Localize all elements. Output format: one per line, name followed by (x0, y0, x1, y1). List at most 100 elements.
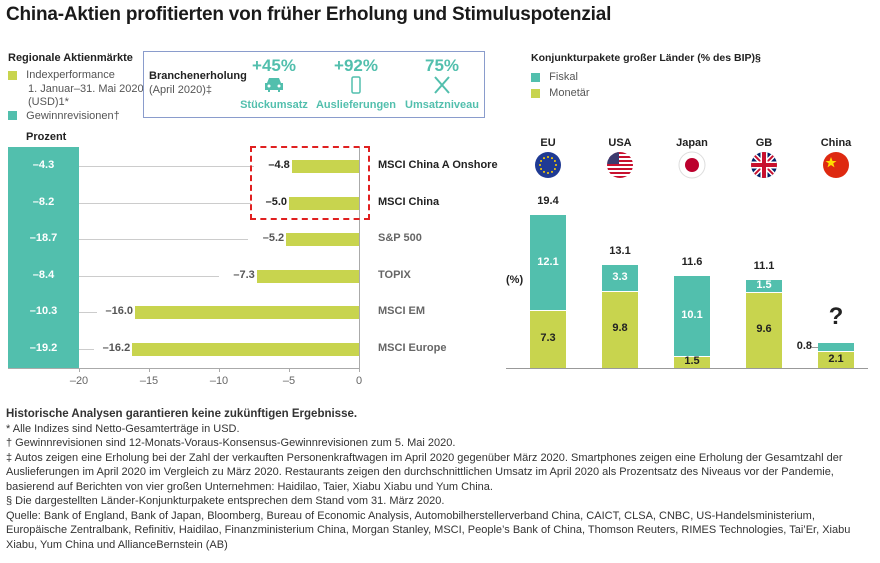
gridline (79, 202, 251, 204)
recovery-box: Branchenerholung (April 2020)‡ +45% Stüc… (143, 51, 485, 118)
index-value: –16.2 (102, 341, 131, 354)
monetary-value: 2.1 (828, 352, 844, 365)
fiscal-value: 0.8 (796, 340, 812, 353)
index-name: S&P 500 (378, 232, 422, 244)
stat-value: +92% (334, 56, 378, 75)
car-icon (265, 78, 283, 92)
legend-sub2: (USD)1* (28, 96, 69, 108)
index-bar (256, 269, 359, 283)
index-value: –4.8 (268, 159, 290, 171)
legend-label-index: Indexperformance (26, 69, 115, 81)
revision-value: –19.2 (29, 341, 58, 354)
fiscal-bar (674, 276, 710, 356)
total-value: 11.1 (753, 260, 775, 273)
revision-value: –18.7 (29, 232, 58, 244)
uk-flag-icon (750, 151, 778, 179)
stat-cars: +45% Stückumsatz (234, 56, 314, 111)
fiscal-value: 1.5 (756, 279, 772, 292)
monetary-bar (530, 310, 566, 368)
country-label: EU (540, 137, 556, 149)
disclaimer: Historische Analysen garantieren keine z… (6, 408, 358, 420)
index-bar (132, 342, 359, 356)
x-axis (8, 368, 360, 369)
stat-label: Stückumsatz (240, 99, 308, 111)
usa-flag-icon (606, 151, 634, 179)
total-value: 13.1 (609, 244, 631, 257)
legend-swatch-revisions (8, 111, 17, 121)
fork-knife-icon (434, 76, 450, 94)
revisions-column (8, 147, 79, 368)
country-label: Japan (676, 137, 708, 149)
legend-swatch-fiskal (531, 72, 540, 82)
index-name: MSCI EM (378, 305, 426, 317)
monetary-bar (602, 290, 638, 368)
y-label: (%) (506, 274, 524, 286)
stimulus-title: Konjunkturpakete großer Länder (% des BI… (531, 52, 761, 64)
monetary-value: 7.3 (540, 332, 556, 345)
revision-value: –8.2 (32, 195, 55, 208)
legend-label-revisions: Gewinnrevisionen† (26, 109, 120, 122)
stat-restaurants: 75% Umsatzniveau (402, 56, 482, 111)
x-tick-label: –10 (209, 375, 229, 387)
fiscal-value: 3.3 (612, 270, 628, 283)
x-tick-label: –15 (139, 375, 159, 387)
legend-sub: 1. Januar–31. Mai 2020 (28, 82, 144, 95)
index-bar (291, 160, 359, 173)
monetary-value: 9.8 (612, 322, 628, 335)
smartphone-icon (351, 76, 361, 94)
monetary-bar (674, 356, 710, 368)
monetary-bar (746, 292, 782, 368)
monetary-bar (818, 351, 854, 368)
footnote: ‡ Autos zeigen eine Erholung bei der Zah… (6, 451, 843, 493)
index-name: MSCI China A Onshore (378, 159, 498, 171)
legend-swatch-monetaer (531, 88, 540, 98)
gridline (79, 275, 219, 277)
legend-label-monetaer: Monetär (549, 87, 590, 99)
baseline (506, 368, 868, 369)
fiscal-bar (746, 280, 782, 293)
index-value: –5.2 (262, 232, 285, 244)
index-name: TOPIX (378, 268, 411, 281)
left-legend: Indexperformance 1. Januar–31. Mai 2020 … (8, 69, 144, 123)
x-tick (359, 368, 360, 372)
gridline (79, 348, 95, 350)
legend-swatch-index (8, 70, 17, 80)
fiscal-bar (818, 343, 854, 352)
x-tick (219, 368, 220, 372)
recovery-sub: (April 2020)‡ (149, 84, 212, 96)
x-tick (149, 368, 150, 372)
x-tick (79, 368, 80, 372)
stimulus-legend: Fiskal Monetär (531, 69, 590, 101)
stat-label: Auslieferungen (315, 99, 397, 111)
index-value: –7.3 (233, 268, 255, 281)
index-bar (135, 306, 359, 319)
x-tick-label: –20 (69, 375, 89, 387)
fiscal-value: 10.1 (681, 309, 703, 322)
x-tick-label: 0 (355, 375, 363, 387)
total-value: 11.6 (681, 256, 703, 269)
total-value: 19.4 (537, 194, 559, 207)
gridline (79, 312, 97, 313)
source: Quelle: Bank of England, Bank of Japan, … (6, 509, 851, 551)
stat-value: +45% (252, 56, 296, 75)
index-bar (289, 196, 359, 210)
fiscal-value: 12.1 (537, 255, 559, 268)
japan-flag-icon (678, 151, 706, 179)
monetary-value: 9.6 (756, 323, 772, 336)
leader-line (812, 347, 818, 349)
country-label: GB (755, 137, 773, 149)
index-name: MSCI China (378, 195, 440, 208)
footnote: † Gewinnrevisionen sind 12-Monats-Voraus… (6, 437, 456, 449)
fiscal-bar (602, 264, 638, 291)
revision-value: –4.3 (32, 159, 55, 171)
x-tick-label: –5 (282, 375, 296, 387)
footnote: § Die dargestellten Länder-Konjunkturpak… (6, 495, 445, 507)
index-bar (286, 233, 359, 246)
gridline (79, 239, 249, 240)
monetary-value: 1.5 (684, 355, 700, 367)
page-title: China-Aktien profitierten von früher Erh… (6, 4, 612, 25)
eu-flag-icon (534, 151, 562, 179)
stat-phones: +92% Auslieferungen (314, 56, 398, 111)
question-mark: ? (828, 303, 844, 331)
stat-label: Umsatzniveau (405, 99, 479, 111)
